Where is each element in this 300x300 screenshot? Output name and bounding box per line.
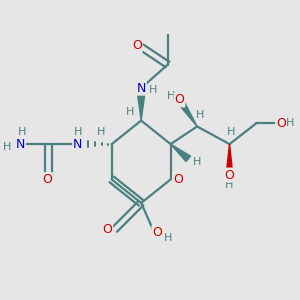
Text: H: H [3,142,11,152]
Polygon shape [176,98,197,126]
Text: H: H [74,127,83,137]
Text: O: O [276,117,286,130]
Text: O: O [102,223,112,236]
Text: O: O [173,173,183,186]
Text: N: N [136,82,146,95]
Text: H: H [18,127,26,137]
Text: O: O [225,169,234,182]
Text: H: H [193,157,201,167]
Text: H: H [227,127,235,137]
Polygon shape [226,144,233,176]
Text: H: H [149,85,158,94]
Polygon shape [137,88,146,121]
Text: H: H [126,107,134,117]
Text: H: H [196,110,204,120]
Text: N: N [73,138,83,151]
Text: O: O [42,173,52,186]
Text: O: O [132,39,142,52]
Text: H: H [97,127,106,137]
Text: N: N [16,138,25,151]
Text: O: O [152,226,162,239]
Text: H: H [225,180,234,190]
Text: H: H [286,118,294,128]
Text: O: O [175,93,184,106]
Text: H: H [164,233,172,243]
Text: H: H [167,91,176,100]
Polygon shape [171,144,190,161]
